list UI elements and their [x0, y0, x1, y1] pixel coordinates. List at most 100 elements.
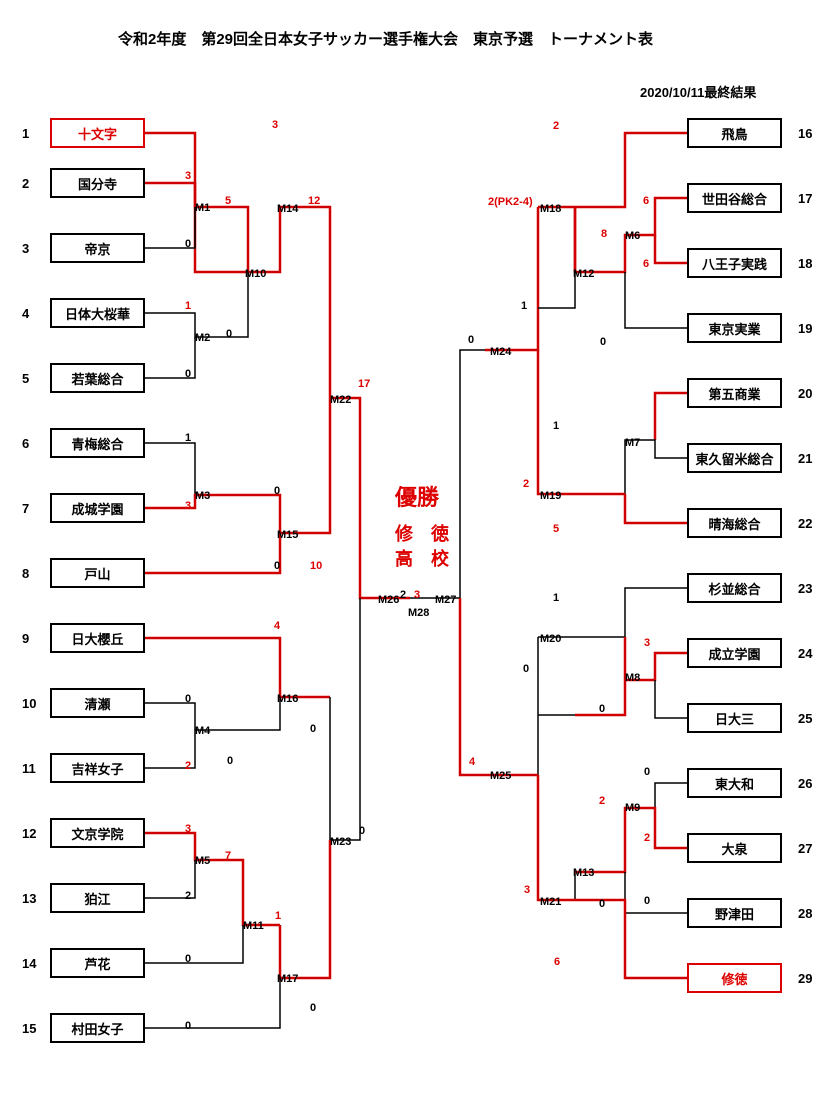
team-box: 修徳	[687, 963, 782, 993]
score: 2	[523, 478, 529, 490]
seed-number: 18	[798, 256, 812, 271]
score: 0	[644, 895, 650, 907]
seed-number: 4	[22, 306, 29, 321]
match-label: M13	[573, 867, 594, 879]
match-label: M27	[435, 594, 456, 606]
team-box: 東久留米総合	[687, 443, 782, 473]
seed-number: 20	[798, 386, 812, 401]
team-box: 世田谷総合	[687, 183, 782, 213]
match-label: M14	[277, 203, 298, 215]
match-label: M2	[195, 332, 210, 344]
seed-number: 6	[22, 436, 29, 451]
seed-number: 28	[798, 906, 812, 921]
score: 12	[308, 195, 320, 207]
score: 8	[601, 228, 607, 240]
score: 3	[272, 119, 278, 131]
seed-number: 1	[22, 126, 29, 141]
score: 1	[275, 910, 281, 922]
score: 1	[553, 592, 559, 604]
team-box: 飛鳥	[687, 118, 782, 148]
team-box: 村田女子	[50, 1013, 145, 1043]
seed-number: 29	[798, 971, 812, 986]
team-box: 成立学園	[687, 638, 782, 668]
seed-number: 11	[22, 761, 36, 776]
seed-number: 21	[798, 451, 812, 466]
match-label: M12	[573, 268, 594, 280]
score: 1	[521, 300, 527, 312]
score: 3	[185, 500, 191, 512]
score: 3	[185, 170, 191, 182]
seed-number: 2	[22, 176, 29, 191]
score: 0	[644, 766, 650, 778]
match-label: M24	[490, 346, 511, 358]
score: 6	[643, 258, 649, 270]
seed-number: 16	[798, 126, 812, 141]
match-label: M5	[195, 855, 210, 867]
seed-number: 12	[22, 826, 36, 841]
seed-number: 3	[22, 241, 29, 256]
match-label: M8	[625, 672, 640, 684]
score: 3	[414, 589, 420, 601]
seed-number: 15	[22, 1021, 36, 1036]
team-box: 狛江	[50, 883, 145, 913]
team-box: 大泉	[687, 833, 782, 863]
team-box: 第五商業	[687, 378, 782, 408]
match-label: M23	[330, 836, 351, 848]
team-box: 成城学園	[50, 493, 145, 523]
team-box: 十文字	[50, 118, 145, 148]
team-box: 文京学院	[50, 818, 145, 848]
team-box: 吉祥女子	[50, 753, 145, 783]
champion-name-2: 高 校	[395, 545, 449, 571]
score: 1	[185, 432, 191, 444]
seed-number: 26	[798, 776, 812, 791]
score: 0	[523, 663, 529, 675]
score: 2(PK2-4)	[488, 196, 533, 208]
score: 17	[358, 378, 370, 390]
team-box: 東京実業	[687, 313, 782, 343]
score: 0	[226, 328, 232, 340]
match-label: M18	[540, 203, 561, 215]
score: 0	[310, 1002, 316, 1014]
score: 3	[185, 823, 191, 835]
score: 0	[274, 485, 280, 497]
champion-name-1: 修 徳	[395, 520, 449, 546]
score: 10	[310, 560, 322, 572]
team-box: 野津田	[687, 898, 782, 928]
match-label: M17	[277, 973, 298, 985]
score: 0	[185, 953, 191, 965]
team-box: 若葉総合	[50, 363, 145, 393]
team-box: 芦花	[50, 948, 145, 978]
score: 0	[599, 898, 605, 910]
score: 2	[553, 120, 559, 132]
match-label: M19	[540, 490, 561, 502]
score: 4	[274, 620, 280, 632]
team-box: 日大三	[687, 703, 782, 733]
team-box: 日体大桜華	[50, 298, 145, 328]
match-label: M4	[195, 725, 210, 737]
match-label: M25	[490, 770, 511, 782]
score: 1	[185, 300, 191, 312]
match-label: M1	[195, 202, 210, 214]
match-label: M3	[195, 490, 210, 502]
champion-label: 優勝	[395, 480, 439, 512]
score: 0	[185, 238, 191, 250]
score: 4	[469, 756, 475, 768]
match-label: M21	[540, 896, 561, 908]
score: 3	[524, 884, 530, 896]
score: 2	[185, 760, 191, 772]
match-label: M9	[625, 802, 640, 814]
seed-number: 17	[798, 191, 812, 206]
score: 5	[225, 195, 231, 207]
team-box: 戸山	[50, 558, 145, 588]
score: 0	[599, 703, 605, 715]
seed-number: 27	[798, 841, 812, 856]
match-label: M22	[330, 394, 351, 406]
seed-number: 10	[22, 696, 36, 711]
score: 2	[644, 832, 650, 844]
team-box: 国分寺	[50, 168, 145, 198]
match-label: M26	[378, 594, 399, 606]
team-box: 清瀬	[50, 688, 145, 718]
team-box: 帝京	[50, 233, 145, 263]
score: 0	[600, 336, 606, 348]
match-label: M15	[277, 529, 298, 541]
